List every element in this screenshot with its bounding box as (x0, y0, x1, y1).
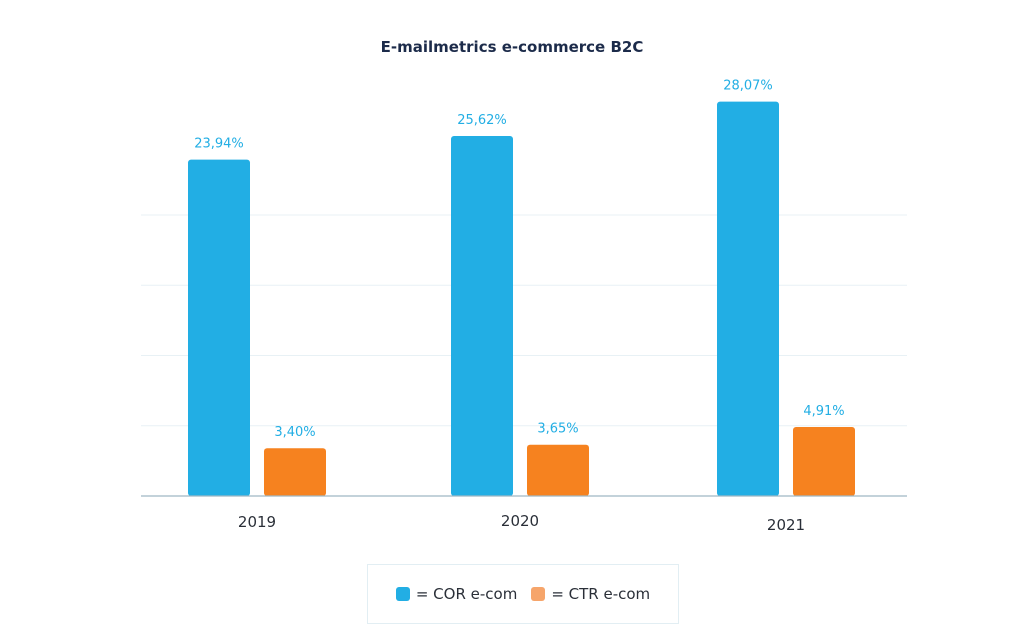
chart-title: E-mailmetrics e-commerce B2C (381, 38, 644, 56)
bars (188, 101, 855, 496)
value-label-ctr-2019: 3,40% (274, 425, 315, 440)
value-labels: 23,94% 25,62% 28,07% 3,40% 3,65% 4,91% (194, 79, 844, 441)
x-tick-label-2021: 2021 (767, 516, 805, 534)
legend-entry-ctr: = CTR e-com (531, 585, 650, 603)
value-label-cor-2020: 25,62% (457, 113, 507, 128)
legend-label-ctr: = CTR e-com (551, 585, 651, 603)
bar-cor-2019 (188, 159, 250, 496)
x-tick-labels: 2019 2020 2021 (238, 512, 805, 534)
bar-ctr-2021 (793, 427, 855, 496)
legend-label-cor: = COR e-com (415, 585, 518, 603)
bar-cor-2021 (717, 101, 779, 496)
legend: = COR e-com = CTR e-com (367, 564, 679, 624)
value-label-ctr-2020: 3,65% (537, 422, 578, 437)
value-label-cor-2021: 28,07% (723, 79, 773, 94)
x-tick-label-2020: 2020 (501, 512, 539, 530)
value-label-ctr-2021: 4,91% (803, 404, 844, 419)
value-label-cor-2019: 23,94% (194, 137, 244, 152)
legend-entry-cor: = COR e-com (395, 585, 518, 603)
x-tick-label-2019: 2019 (238, 513, 276, 531)
legend-swatch-cor (395, 587, 410, 601)
gridlines (141, 214, 907, 427)
bar-ctr-2019 (264, 448, 326, 496)
legend-swatch-ctr (531, 587, 546, 601)
bar-ctr-2020 (527, 444, 589, 496)
bar-cor-2020 (451, 136, 513, 496)
